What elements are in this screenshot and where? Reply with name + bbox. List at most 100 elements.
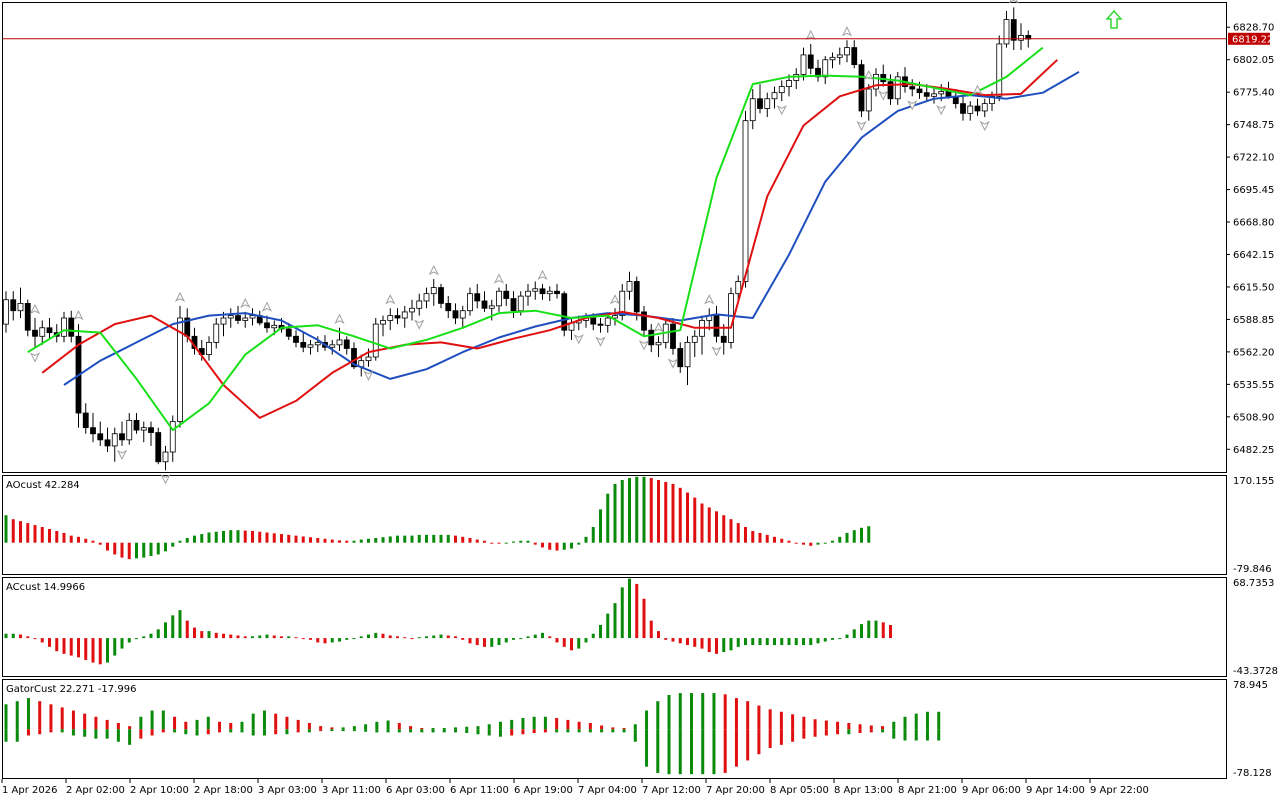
fractal-up-icon [972,84,983,95]
ac-bar [359,636,363,639]
ao-bar [519,540,523,543]
candle-body [285,328,292,337]
ac-bar [642,598,646,639]
ac-title: ACcust 14.9966 [6,582,85,593]
ao-bar [40,527,44,543]
ao-bar [765,534,769,543]
candle-body [401,311,408,319]
gator-down-bar [307,729,311,733]
gator-up-bar [813,719,817,730]
price-tick-label: 6588.85 [1233,315,1274,326]
ao-bar [425,534,428,543]
ac-bar [794,638,798,646]
gator-down-bar [251,729,255,736]
gator-up-bar [802,716,806,730]
gator-up-bar [454,727,457,730]
ao-bar [62,532,66,543]
ac-bar [272,635,276,639]
ao-bar [816,542,820,545]
main-pane[interactable] [2,2,1227,473]
ac-bar [736,638,740,647]
gator-up-bar [869,725,873,730]
candle-body [235,315,241,321]
candle-body [430,287,437,295]
ao-bar [845,532,849,543]
ao-bar [26,523,30,543]
gator-up-bar [914,713,918,730]
time-axis: 1 Apr 2026 2 Apr 02:00 2 Apr 10:00 2 Apr 18… [1,779,1149,796]
ao-bar [164,542,167,552]
ac-bar [773,638,776,646]
ao-bar [744,527,747,543]
gator-up-bar [431,728,435,730]
ao-bar [758,532,762,543]
candle-body [517,295,524,312]
gator-down-bar [633,729,637,742]
ao-bar [577,542,581,545]
time-tick-label: 3 Apr 03:00 [258,785,317,796]
fractal-down-icon [936,105,947,116]
time-tick-label: 7 Apr 12:00 [642,785,701,796]
gator-up-bar [588,723,592,730]
ac-bar [77,638,80,658]
gator-down-bar [611,729,615,733]
fractal-down-icon [979,120,990,132]
candle-body [677,348,684,368]
candle-body [438,287,444,304]
ao-bar [359,539,363,543]
ao-bar [207,532,211,543]
gator-up-bar [206,716,210,730]
ac-bar [222,633,225,639]
gator-down-bar [487,729,491,736]
gator-up-bar [847,723,851,730]
ao-bar [555,542,559,551]
ao-bar [860,527,863,543]
ac-bar [584,638,588,643]
ac-bar [178,610,182,639]
candle-body [532,288,539,292]
fractal-up-icon [428,264,439,276]
gator-pane[interactable] [2,679,1227,779]
ac-bar [823,638,827,642]
ao-bar [780,538,784,543]
gator-down-bar [386,729,390,733]
gator-min-label: -78.128 [1233,768,1272,779]
gator-down-bar [420,729,424,733]
candle-body [10,299,17,312]
gator-down-bar [847,729,851,735]
fractal-up-icon [609,294,621,305]
candle-body [351,348,357,368]
alligator-lines [27,46,1080,432]
candle-body [887,81,894,100]
ac-bar [69,638,73,656]
ac-bar [635,583,639,639]
gator-up-bar [49,704,53,730]
gator-down-bar [858,729,862,733]
fractal-up-icon [863,70,874,81]
fractal-down-icon [856,120,867,132]
gator-down-bar [824,729,828,736]
ao-bar [707,507,711,543]
ao-bar [149,542,153,557]
fractal-down-icon [878,90,889,101]
gator-up-bar [925,711,929,730]
ac-bar [229,634,233,639]
ac-bar [881,622,885,639]
ao-bar [606,493,610,543]
ao-bar [475,539,479,543]
ao-bar [852,530,856,543]
ac-bar [497,638,501,646]
ac-bar [461,638,465,640]
ac-bar [831,638,834,640]
ao-bar [432,534,436,543]
candle-body [525,290,531,297]
ao-bar [533,542,537,545]
ao-bar [381,537,385,543]
gator-up-bar [633,724,637,730]
ao-bar [671,483,675,543]
gator-up-bar [712,693,716,730]
ac-bar [475,638,479,646]
gator-up-bar [352,726,356,730]
gator-up-bar [734,698,738,730]
